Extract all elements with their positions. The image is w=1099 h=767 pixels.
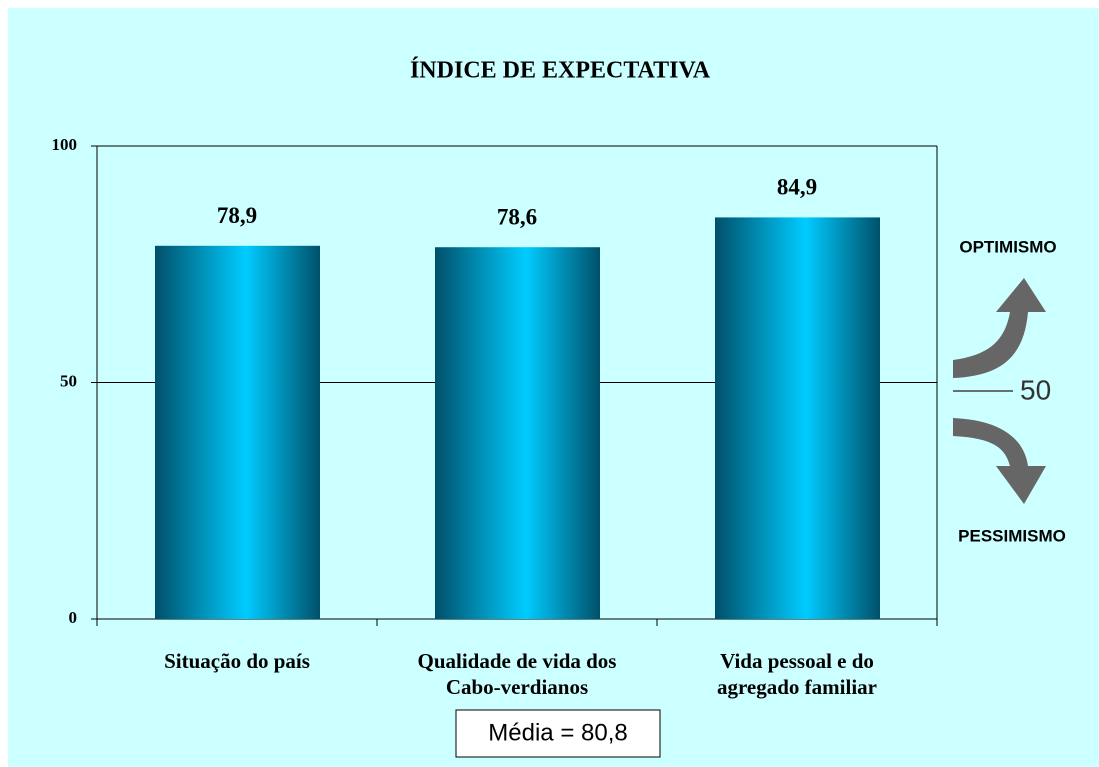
bar bbox=[715, 217, 880, 619]
value-label: 78,6 bbox=[497, 205, 537, 230]
x-tick-label: Qualidade de vida dos Cabo-verdianos bbox=[418, 649, 617, 699]
y-tick-label: 100 bbox=[52, 135, 78, 154]
value-label: 84,9 bbox=[777, 175, 817, 200]
x-tick-label: Situação do país bbox=[164, 649, 310, 673]
chart-title: ÍNDICE DE EXPECTATIVA bbox=[410, 58, 711, 84]
y-tick-label: 50 bbox=[60, 371, 77, 390]
pessimism-label: PESSIMISMO bbox=[958, 526, 1066, 545]
pessimism-arrow bbox=[953, 418, 1046, 504]
mean-box bbox=[455, 709, 661, 758]
x-tick-label: Vida pessoal e do agregado familiar bbox=[717, 649, 877, 699]
mean-label: Média = 80,8 bbox=[488, 719, 627, 746]
value-label: 78,9 bbox=[217, 203, 257, 228]
bar bbox=[155, 245, 320, 620]
neutral-label: 50 bbox=[1020, 374, 1051, 405]
optimism-arrow bbox=[953, 278, 1046, 378]
bar bbox=[435, 247, 600, 620]
y-tick-label: 0 bbox=[69, 608, 78, 627]
optimism-label: OPTIMISMO bbox=[959, 237, 1056, 256]
